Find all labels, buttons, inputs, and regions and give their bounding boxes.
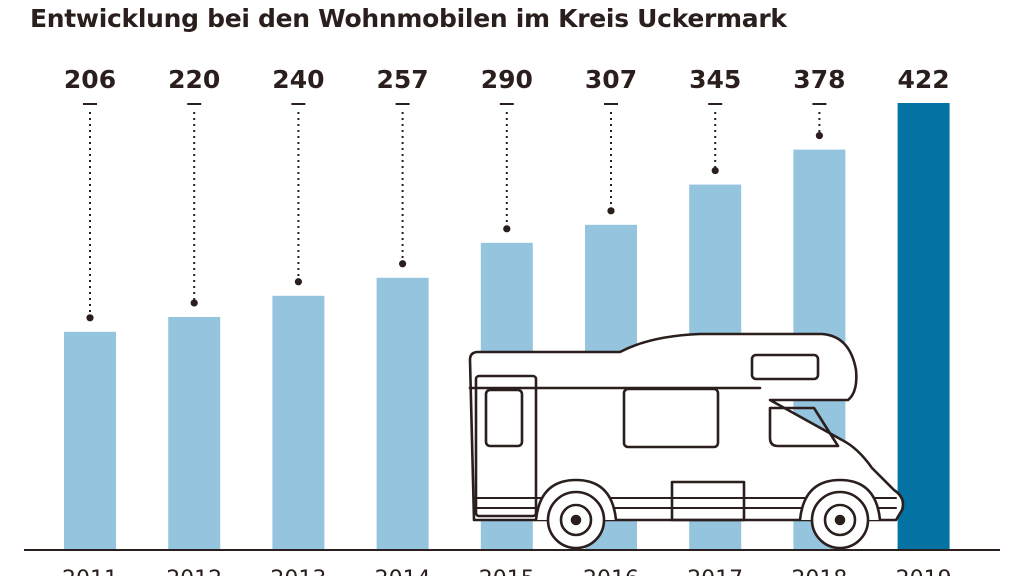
value-label-2017: 345 — [689, 65, 741, 94]
chart-title: Entwicklung bei den Wohnmobilen im Kreis… — [30, 4, 787, 33]
value-label-2018: 378 — [793, 65, 845, 94]
category-label-2015: 2015 — [479, 567, 535, 576]
value-label-2013: 240 — [272, 65, 324, 94]
category-label-2014: 2014 — [375, 567, 431, 576]
category-label-2019: 2019 — [896, 567, 952, 576]
leader-dot-2015 — [503, 225, 511, 233]
bar-2013 — [272, 295, 325, 550]
category-label-2018: 2018 — [791, 567, 847, 576]
category-label-2011: 2011 — [62, 567, 118, 576]
category-label-2016: 2016 — [583, 567, 639, 576]
value-label-2015: 290 — [481, 65, 533, 94]
bar-2019 — [897, 103, 950, 550]
leader-dot-2013 — [294, 278, 302, 286]
value-label-2016: 307 — [585, 65, 637, 94]
leader-dot-2011 — [86, 314, 94, 322]
value-label-2014: 257 — [377, 65, 429, 94]
bar-2014 — [376, 277, 429, 550]
labels-layer: 206 2011 220 2012 240 2013 257 2014 290 2015 307 20… — [62, 65, 952, 576]
camper-van-icon — [468, 332, 905, 550]
leader-dot-2018 — [815, 132, 824, 140]
category-label-2012: 2012 — [166, 567, 222, 576]
leader-dot-2012 — [190, 299, 198, 307]
value-label-2019: 422 — [898, 65, 950, 94]
value-label-2012: 220 — [168, 65, 220, 94]
value-label-2011: 206 — [64, 65, 116, 94]
bar-2012 — [168, 316, 221, 550]
category-label-2013: 2013 — [270, 567, 326, 576]
leader-dot-2014 — [399, 260, 407, 268]
category-label-2017: 2017 — [687, 567, 743, 576]
bar-2011 — [64, 331, 116, 550]
leader-dot-2016 — [607, 207, 615, 215]
leader-dot-2017 — [711, 166, 719, 175]
